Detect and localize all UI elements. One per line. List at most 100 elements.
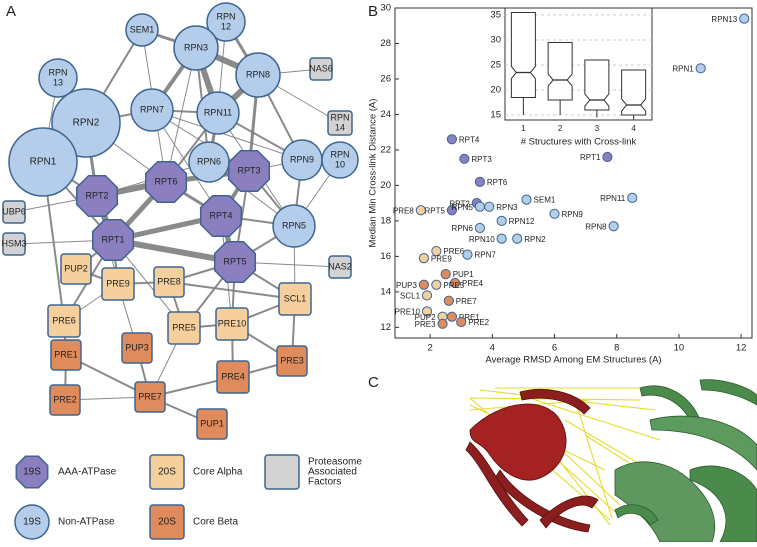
point [512, 233, 523, 244]
node [215, 307, 249, 341]
point-label: RPN12 [509, 217, 535, 226]
point-label: RPN3 [496, 203, 518, 212]
point-label: PRE10 [395, 307, 421, 316]
node [38, 58, 78, 98]
legend-swatch [264, 454, 300, 490]
point [474, 222, 485, 234]
legend-swatch [15, 455, 49, 489]
point-label: PUP1 [453, 270, 474, 279]
node [216, 360, 250, 394]
label: RPT3 [237, 165, 260, 175]
point [521, 194, 532, 205]
label: RPN2 [73, 118, 100, 129]
label: RPT6 [154, 176, 177, 186]
point [496, 215, 507, 227]
point [421, 290, 433, 301]
node [327, 110, 353, 136]
point [415, 205, 426, 216]
node [125, 13, 159, 47]
label: PRE2 [53, 394, 77, 404]
x-tick-label: 12 [736, 343, 747, 354]
y-tick-label: 12 [380, 322, 391, 333]
node [134, 381, 166, 413]
legend-badge: 20S [158, 467, 176, 478]
point [437, 318, 448, 329]
point [474, 201, 485, 212]
legend-swatch [14, 504, 50, 540]
point-label: RPT2 [449, 199, 470, 208]
point-label: RPN2 [524, 235, 546, 244]
node [328, 255, 352, 279]
box-plot: 15 20 25 30 35 1 2 3 4 # Structures with Cross-li… [490, 7, 653, 148]
point-label: RPN9 [562, 210, 584, 219]
node [227, 149, 271, 193]
label: PRE9 [106, 278, 130, 288]
node [196, 408, 228, 440]
x-axis-label: Average RMSD Among EM Structures (A) [485, 355, 661, 366]
y-axis-label: Median Min Cross-link Distance (A) [368, 99, 379, 248]
label: HSM3 [1, 238, 26, 248]
box [510, 12, 536, 98]
point [431, 245, 442, 257]
node [213, 240, 257, 284]
node [75, 174, 119, 218]
label: RPN1 [30, 157, 57, 168]
node [130, 88, 174, 132]
label: PRE3 [280, 355, 304, 365]
point [418, 279, 430, 290]
node [2, 232, 26, 256]
point-label: PRE3 [415, 320, 436, 329]
y-tick-label: 20 [490, 85, 501, 96]
label: SEM1 [130, 24, 155, 34]
point-label: PUP2 [415, 313, 436, 322]
label: 13 [53, 77, 63, 87]
label: PRE5 [172, 322, 196, 332]
x-tick-label: 6 [552, 343, 557, 354]
label: PRE7 [138, 391, 162, 401]
label: RPN [330, 149, 349, 159]
label: Factors [308, 477, 341, 488]
x-axis-label: # Structures with Cross-link [521, 137, 637, 148]
y-tick-label: 22 [380, 144, 391, 155]
point [449, 277, 461, 289]
node [50, 339, 82, 371]
point [695, 63, 706, 74]
legend-badge: 20S [158, 517, 176, 528]
legend-swatch [149, 454, 185, 490]
node [321, 141, 359, 179]
label: UBP6 [2, 206, 26, 216]
label: PRE8 [157, 276, 181, 286]
x-tick-label: 1 [521, 124, 526, 133]
x-tick-label: 4 [490, 343, 495, 354]
point-label: RPN6 [452, 224, 474, 233]
label: RPT5 [223, 256, 246, 266]
node [235, 52, 281, 98]
node [60, 253, 92, 285]
point [608, 221, 619, 232]
label: RPN11 [204, 107, 232, 117]
panel-letter: A [6, 3, 16, 20]
point-label: PRE9 [431, 254, 452, 263]
node [278, 282, 312, 316]
y-tick-label: 20 [380, 180, 391, 191]
label: Non-ATPase [58, 517, 115, 528]
node [8, 127, 78, 197]
point-label: RPN1 [672, 64, 694, 73]
point [739, 13, 750, 24]
point-label: RPN5 [452, 203, 474, 212]
y-tick-label: 15 [490, 110, 501, 121]
label: PRE10 [218, 318, 247, 328]
label: RPN5 [282, 220, 306, 230]
label: RPN3 [184, 42, 208, 52]
x-tick-label: 2 [558, 124, 563, 133]
point-label: PRE4 [462, 279, 483, 288]
label: RPT2 [85, 190, 108, 200]
y-tick-label: 25 [490, 60, 501, 71]
x-tick-label: 4 [631, 124, 636, 133]
point [446, 311, 458, 322]
node [91, 218, 135, 262]
point [627, 192, 638, 203]
node [101, 267, 135, 301]
